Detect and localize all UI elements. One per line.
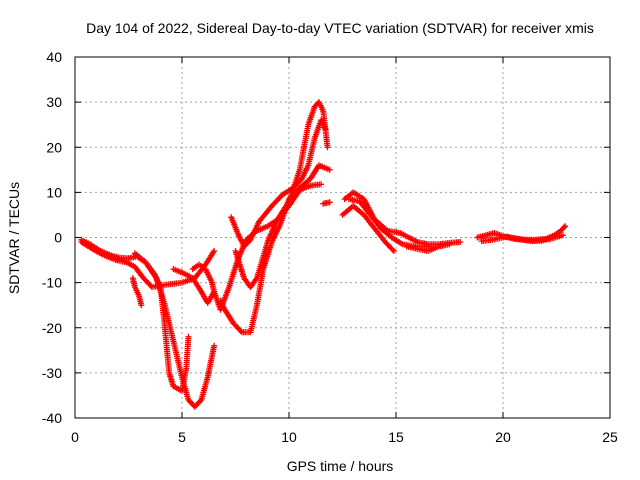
y-tick-label: 10 bbox=[46, 184, 62, 200]
data-point-markers bbox=[403, 241, 453, 254]
data-point-markers bbox=[228, 117, 329, 250]
series-arc-9 bbox=[228, 117, 329, 250]
series-arc-5 bbox=[170, 266, 218, 306]
y-tick-label: -30 bbox=[42, 365, 62, 381]
series-arc-14 bbox=[403, 241, 453, 254]
series-arc-10 bbox=[320, 199, 333, 207]
series-arc-4 bbox=[129, 275, 145, 309]
y-tick-label: 0 bbox=[54, 230, 62, 246]
data-point-markers bbox=[320, 199, 333, 207]
series-layer bbox=[78, 99, 569, 410]
data-point-markers bbox=[339, 202, 397, 254]
data-point-markers bbox=[232, 99, 331, 291]
y-tick-label: 30 bbox=[46, 94, 62, 110]
x-tick-label: 5 bbox=[178, 429, 186, 445]
x-tick-label: 20 bbox=[495, 429, 511, 445]
y-axis-label: SDTVAR / TECUs bbox=[6, 182, 22, 294]
series-arc-8 bbox=[232, 99, 331, 291]
chart-title: Day 104 of 2022, Sidereal Day-to-day VTE… bbox=[86, 20, 594, 36]
series-arc-16 bbox=[478, 232, 566, 245]
x-tick-label: 25 bbox=[602, 429, 618, 445]
x-axis-label: GPS time / hours bbox=[287, 458, 394, 474]
y-tick-label: -40 bbox=[42, 410, 62, 426]
x-tick-label: 10 bbox=[281, 429, 297, 445]
data-point-markers bbox=[131, 250, 218, 410]
y-tick-label: -10 bbox=[42, 275, 62, 291]
tick-layer: 0 5 10 15 20 25 -40 -30 -20 -10 0 10 20 30 40 bbox=[42, 49, 618, 445]
y-tick-label: 20 bbox=[46, 139, 62, 155]
x-tick-label: 15 bbox=[388, 429, 404, 445]
data-point-markers bbox=[478, 232, 566, 245]
y-tick-label: -20 bbox=[42, 320, 62, 336]
plot-frame bbox=[74, 56, 611, 419]
y-tick-label: 40 bbox=[46, 49, 62, 65]
series-arc-3 bbox=[131, 250, 218, 410]
data-point-markers bbox=[129, 275, 145, 309]
data-point-markers bbox=[170, 266, 218, 306]
x-tick-label: 0 bbox=[71, 429, 79, 445]
series-arc-11 bbox=[339, 202, 397, 254]
